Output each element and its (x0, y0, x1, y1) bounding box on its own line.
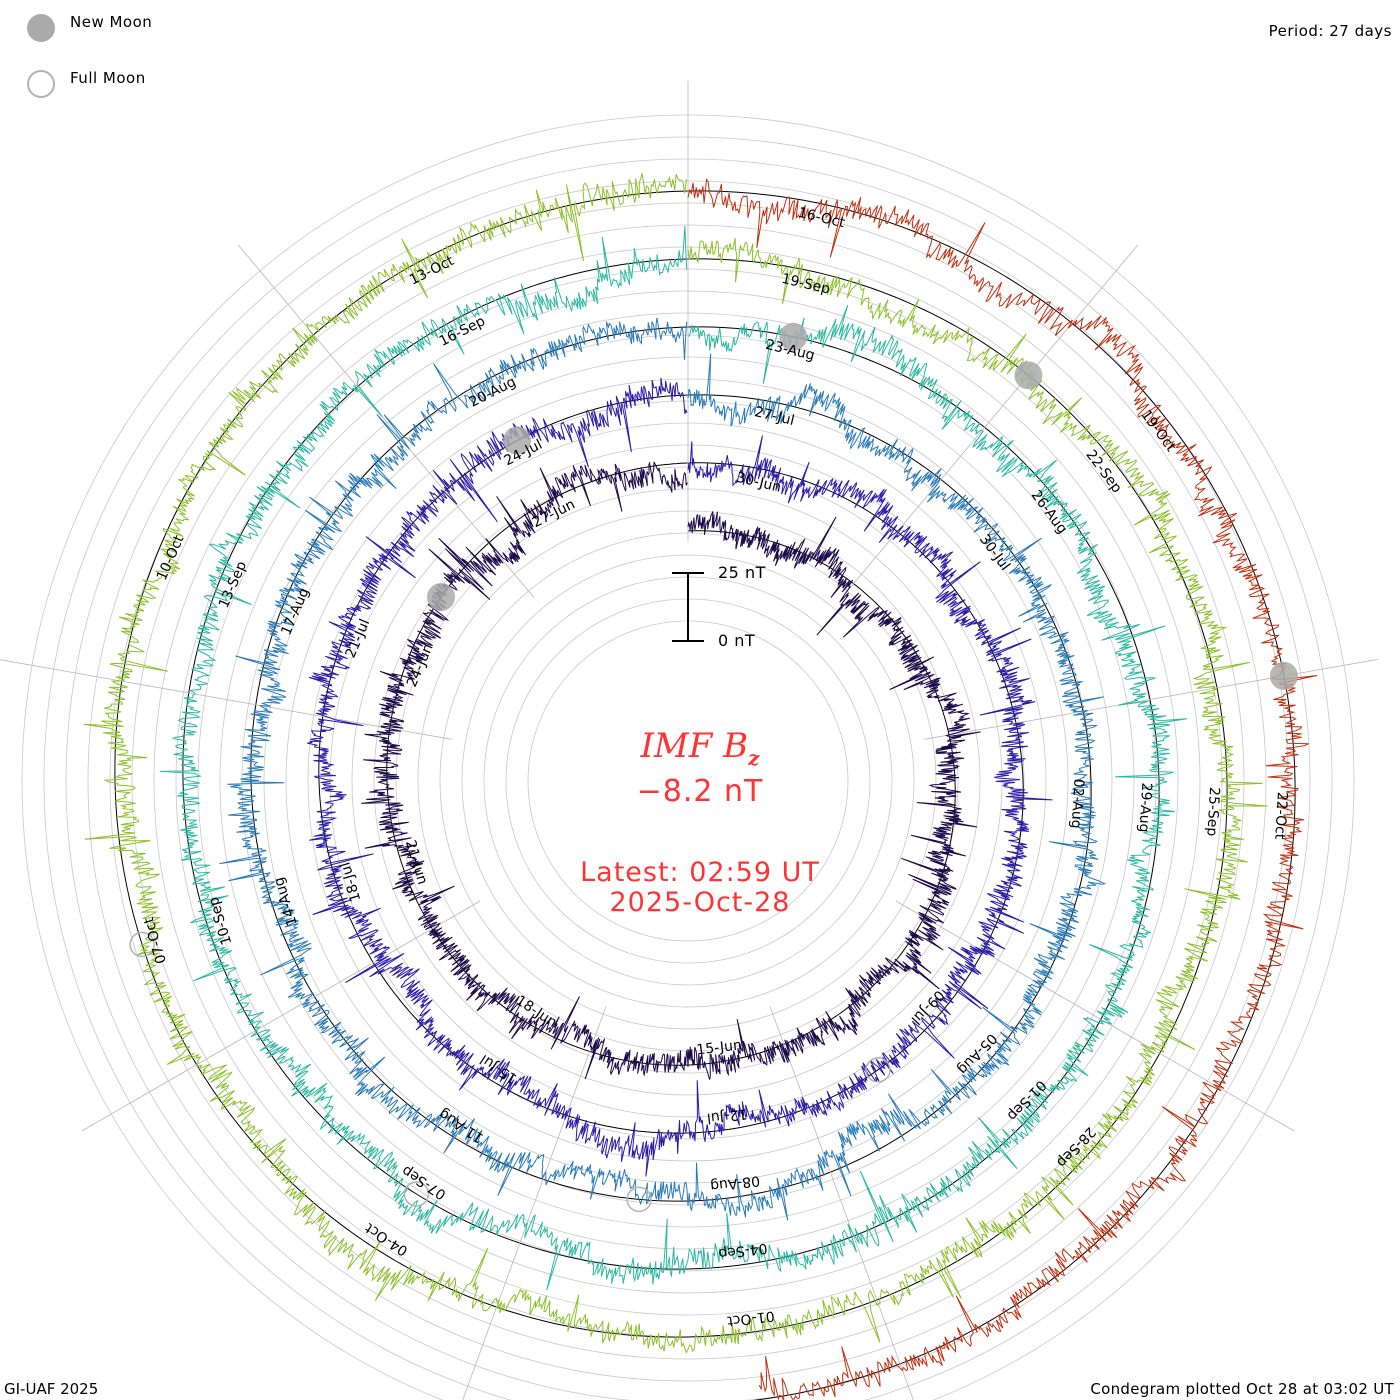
date-label: 16-Sep (437, 313, 488, 349)
new-moon-marker (1269, 661, 1298, 690)
new-moon-marker (427, 583, 456, 612)
series-rotation-1 (361, 461, 981, 1080)
new-moon-marker (1014, 361, 1043, 390)
date-label: 25-Sep (1203, 787, 1222, 837)
date-label: 20-Aug (467, 374, 519, 411)
date-label: 13-Sep (216, 559, 250, 611)
spoke-line (769, 1006, 914, 1400)
full-moon-legend-icon (27, 70, 55, 98)
date-label: 04-Sep (717, 1240, 768, 1262)
scale-bottom-label: 0 nT (718, 631, 756, 650)
center-value: −8.2 nT (636, 774, 764, 809)
date-label: 29-Aug (1135, 782, 1154, 833)
series-rotation-6 (687, 178, 1318, 1400)
series-rotation-5 (83, 173, 1268, 1354)
series-rotation-4 (159, 225, 1187, 1291)
new-moon-legend-label: New Moon (70, 13, 153, 31)
center-title-main: IMF B (640, 726, 749, 766)
date-label: 15-Jul (477, 1051, 520, 1087)
date-label: 30-Jun (735, 470, 783, 496)
date-label: 08-Aug (709, 1172, 760, 1194)
date-label: 30-Jul (976, 532, 1013, 574)
scale-top-label: 25 nT (718, 563, 766, 582)
center-title: IMF Bz (0, 726, 1400, 770)
full-moon-marker (403, 1181, 430, 1207)
rotation-series (83, 173, 1318, 1400)
full-moon-marker (626, 1186, 652, 1213)
spoke-line (0, 659, 452, 740)
latest-date: 2025-Oct-28 (609, 887, 791, 918)
day-spokes (0, 81, 1378, 1400)
date-label: 04-Oct (362, 1219, 411, 1259)
date-label: 24-Jun (404, 641, 437, 689)
period-label: Period: 27 days (1268, 22, 1392, 40)
series-rotation-2 (307, 377, 1053, 1177)
date-label: 02-Aug (1068, 778, 1087, 829)
date-label: 12-Jul (706, 1105, 748, 1126)
date-label: 16-Oct (796, 205, 846, 232)
date-label: 07-Oct (141, 915, 170, 966)
plotted-timestamp: Condegram plotted Oct 28 at 03:02 UT (1090, 1380, 1394, 1398)
date-label: 19-Oct (1137, 407, 1178, 455)
full-moon-marker (129, 931, 155, 958)
date-label: 22-Oct (1271, 791, 1290, 840)
credit-label: GI-UAF 2025 (4, 1380, 99, 1398)
spoke-line (81, 900, 481, 1132)
spoke-line (237, 244, 535, 598)
moon-markers (129, 322, 1298, 1213)
spoke-line (924, 659, 1378, 740)
date-label: 19-Sep (780, 271, 832, 298)
date-label: 15-Jun (696, 1037, 743, 1058)
date-label: 21-Jul (343, 617, 374, 661)
date-label: 27-Jul (753, 404, 796, 429)
grid-ring (461, 554, 915, 1008)
new-moon-marker (779, 322, 808, 351)
center-latest: Latest: 02:59 UT 2025-Oct-28 (0, 858, 1400, 918)
new-moon-legend-icon (27, 14, 55, 42)
series-rotation-3 (219, 317, 1107, 1221)
full-moon-marker (865, 1057, 891, 1083)
date-label: 01-Oct (726, 1307, 776, 1328)
center-title-sub: z (748, 745, 760, 770)
latest-time: Latest: 02:59 UT (580, 857, 820, 888)
spoke-line (895, 900, 1295, 1132)
scale-bar (672, 572, 704, 642)
spoke-line (841, 244, 1139, 598)
date-label: 10-Oct (154, 532, 188, 582)
full-moon-legend-label: Full Moon (70, 69, 146, 87)
new-moon-marker (503, 426, 532, 455)
